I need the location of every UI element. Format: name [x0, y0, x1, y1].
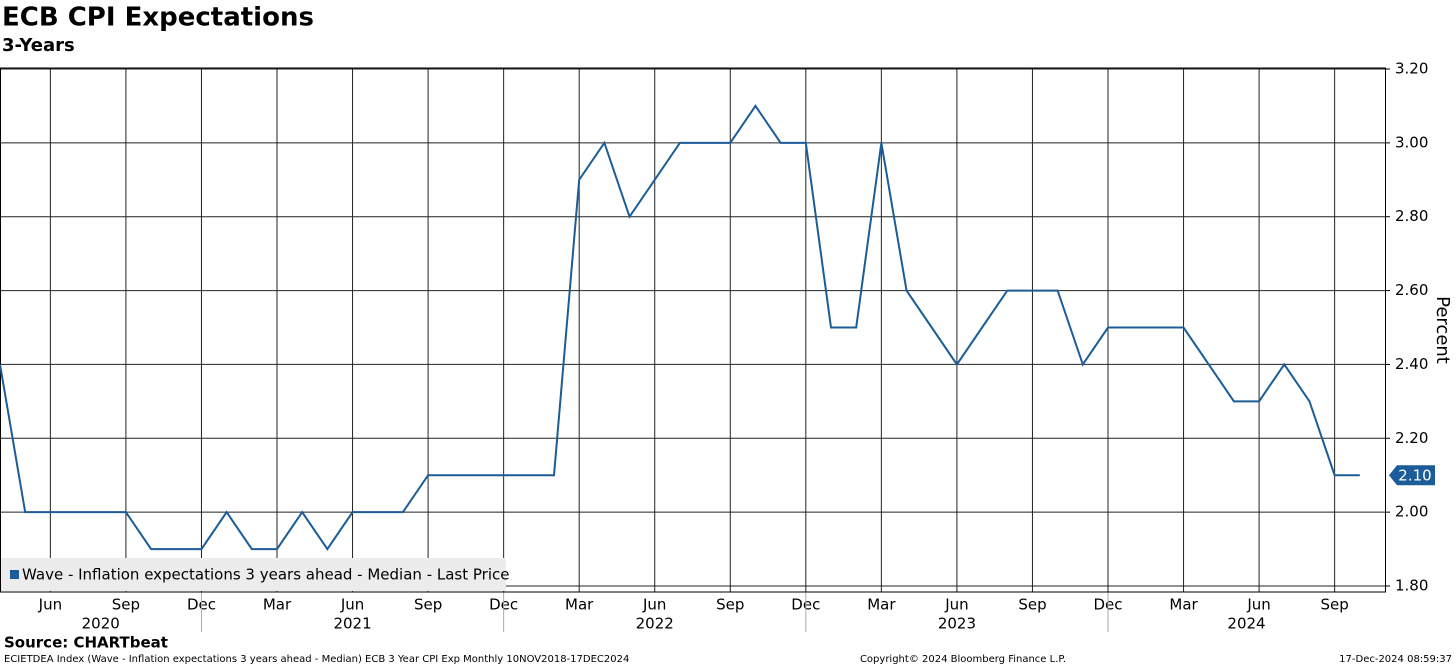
x-tick-label: Sep — [1018, 596, 1046, 614]
x-tick-label: Sep — [414, 596, 442, 614]
last-price-tag — [1389, 465, 1435, 486]
y-tick-label: 2.00 — [1395, 503, 1428, 521]
x-tick-label: Jun — [944, 596, 968, 614]
last-price-label: 2.10 — [1398, 467, 1431, 485]
x-tick-label: Sep — [1320, 596, 1348, 614]
x-tick-label: Mar — [867, 596, 896, 614]
y-tick-label: 3.20 — [1395, 60, 1428, 78]
plot-frame — [0, 67, 1386, 593]
x-tick-label: Jun — [38, 596, 62, 614]
y-tick-label: 2.40 — [1395, 355, 1428, 373]
x-tick-label: Jun — [1246, 596, 1270, 614]
chart-title: ECB CPI Expectations — [2, 3, 314, 33]
x-year-label: 2024 — [1227, 615, 1265, 633]
x-tick-label: Sep — [716, 596, 744, 614]
series-line — [0, 104, 1360, 551]
x-year-label: 2020 — [82, 615, 120, 633]
y-axis-label: Percent — [1432, 296, 1453, 364]
x-year-label: 2021 — [333, 615, 371, 633]
y-tick-label: 2.20 — [1395, 429, 1428, 447]
y-tick-label: 2.60 — [1395, 281, 1428, 299]
x-year-label: 2023 — [938, 615, 976, 633]
footer-center: Copyright© 2024 Bloomberg Finance L.P. — [860, 654, 1066, 665]
footer-left: ECIETDEA Index (Wave - Inflation expecta… — [4, 654, 629, 665]
legend-box — [1, 558, 506, 591]
legend-swatch — [10, 570, 19, 579]
x-tick-label: Mar — [565, 596, 594, 614]
x-tick-label: Mar — [1169, 596, 1198, 614]
source: Source: CHARTbeat — [4, 634, 168, 652]
y-tick-label: 3.00 — [1395, 133, 1428, 151]
x-tick-label: Sep — [112, 596, 140, 614]
y-tick-label: 2.80 — [1395, 207, 1428, 225]
footer-right: 17-Dec-2024 08:59:37 — [1339, 654, 1452, 665]
x-tick-label: Jun — [642, 596, 666, 614]
x-tick-label: Jun — [340, 596, 364, 614]
chart-subtitle: 3-Years — [2, 35, 75, 56]
x-year-label: 2022 — [636, 615, 674, 633]
x-tick-label: Mar — [263, 596, 292, 614]
legend-label: Wave - Inflation expectations 3 years ah… — [22, 566, 509, 584]
y-tick-label: 1.80 — [1395, 577, 1428, 595]
